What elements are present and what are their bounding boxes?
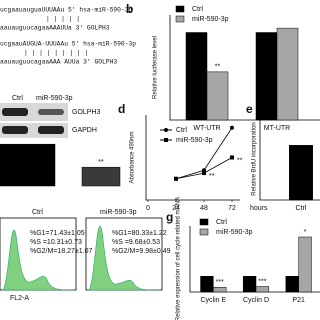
bar bbox=[242, 276, 257, 293]
x-tick-label: 24 bbox=[172, 205, 180, 212]
flow-title: miR-590-3p bbox=[100, 209, 137, 216]
significance: ** bbox=[209, 173, 215, 180]
legend-label: Ctrl bbox=[176, 127, 187, 134]
band bbox=[38, 109, 64, 115]
flow-xlabel: FL2-A bbox=[10, 295, 29, 302]
blot-lane: Ctrl bbox=[12, 95, 23, 102]
sequence: ucgaauAUGUA-UUUAAu 5' hsa-miR-590-3p bbox=[0, 41, 136, 48]
y-axis-label: Relative BrdU incorporation bbox=[252, 122, 258, 195]
band bbox=[38, 126, 64, 134]
line bbox=[175, 157, 233, 180]
flow-stat: %S =9.68±0.53 bbox=[112, 239, 160, 246]
legend-label: miR-590-3p bbox=[192, 16, 229, 23]
flow-stat: %G2/M=9.98±0.49 bbox=[112, 248, 171, 255]
blot-label: GAPDH bbox=[72, 127, 97, 134]
point bbox=[202, 171, 206, 176]
sequence: ucgaauauguaUUUAAu 5' hsa-miR-590-3p bbox=[0, 7, 132, 14]
legend-marker bbox=[164, 128, 168, 132]
y-axis-label: Absorbance 490nm bbox=[130, 131, 136, 183]
y-axis-label: Relative luciferase level bbox=[153, 36, 159, 99]
band bbox=[2, 108, 28, 116]
x-tick-label: 0 bbox=[146, 205, 150, 212]
bar bbox=[200, 276, 214, 293]
bar bbox=[81, 166, 121, 187]
bar bbox=[289, 145, 313, 201]
bar bbox=[298, 236, 312, 293]
axis bbox=[189, 226, 320, 293]
sequence: | | | | | | | | | bbox=[24, 50, 88, 57]
significance: *** bbox=[258, 278, 266, 285]
legend-marker bbox=[164, 138, 168, 142]
blot-lane: miR-590-3p bbox=[36, 95, 73, 102]
x-tick-label: Cyclin D bbox=[243, 297, 269, 304]
blot-label: GOLPH3 bbox=[72, 109, 101, 116]
x-tick-label: 72 bbox=[228, 205, 236, 212]
significance: ** bbox=[237, 157, 243, 164]
bar bbox=[185, 32, 208, 121]
legend-label: Ctrl bbox=[192, 6, 203, 13]
flow-stat: %G2/M=18.27±1.07 bbox=[30, 248, 93, 255]
bar bbox=[255, 286, 270, 293]
significance: * bbox=[304, 229, 307, 236]
panel-label: b bbox=[126, 2, 133, 16]
x-tick-label: MT-UTR bbox=[264, 125, 290, 132]
bar bbox=[213, 287, 227, 293]
flow-stat: %G1=71.43±1.05 bbox=[30, 230, 85, 237]
significance: ** bbox=[215, 64, 221, 71]
band bbox=[2, 126, 28, 134]
legend-label: miR-590-3p bbox=[176, 137, 213, 144]
bar bbox=[255, 32, 278, 121]
bar bbox=[285, 276, 299, 293]
x-tick-label: 48 bbox=[200, 205, 208, 212]
significance: ** bbox=[98, 159, 104, 166]
legend-swatch bbox=[199, 228, 209, 236]
sequence: aauauguucagaaAAAUUa 3' GOLPH3 bbox=[0, 25, 110, 32]
panel-label: d bbox=[118, 102, 125, 116]
histogram bbox=[87, 225, 161, 291]
bar bbox=[206, 71, 229, 121]
x-axis-label: hours bbox=[250, 205, 268, 212]
panel-label: g bbox=[166, 210, 173, 224]
histogram bbox=[1, 229, 75, 291]
point bbox=[230, 155, 234, 160]
x-tick-label: P21 bbox=[292, 297, 305, 304]
axis bbox=[145, 115, 240, 201]
bar bbox=[0, 143, 56, 187]
flow-stat: %S =10.31±0.73 bbox=[30, 239, 82, 246]
x-tick-label: Ctrl bbox=[296, 205, 307, 212]
legend-swatch bbox=[175, 5, 185, 13]
flow-title: Ctrl bbox=[32, 209, 43, 216]
x-tick-label: WT-UTR bbox=[193, 125, 220, 132]
flow-stat: %G1=80.33±1.22 bbox=[112, 230, 167, 237]
point bbox=[230, 125, 234, 130]
legend-label: miR-590-3p bbox=[216, 229, 253, 236]
legend-swatch bbox=[199, 218, 209, 226]
legend-swatch bbox=[175, 15, 185, 23]
panel-label: e bbox=[246, 102, 253, 116]
y-axis-label: Relative expression of cell cycle relate… bbox=[176, 197, 182, 320]
significance: *** bbox=[216, 279, 224, 286]
sequence: | | | | | bbox=[46, 16, 80, 23]
blot-bg bbox=[0, 103, 68, 121]
legend-label: Ctrl bbox=[216, 219, 227, 226]
bar bbox=[276, 27, 299, 121]
x-tick-label: Cyclin E bbox=[200, 297, 226, 304]
point bbox=[174, 176, 178, 181]
sequence: aauauguucagaaAAA AUUa 3' GOLPH3 bbox=[0, 59, 117, 66]
